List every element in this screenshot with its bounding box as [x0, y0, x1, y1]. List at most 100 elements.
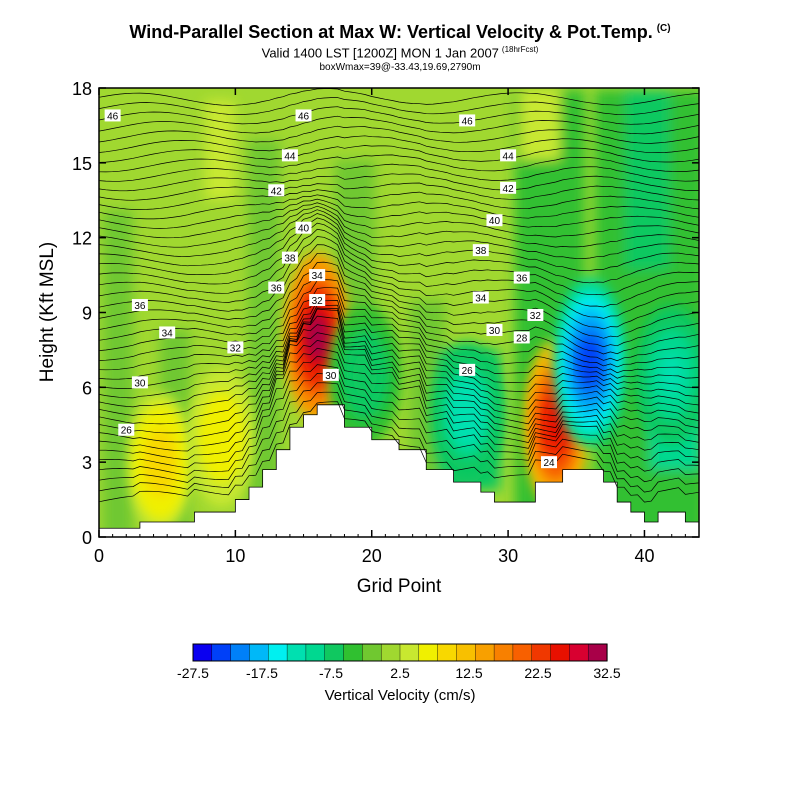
y-tick-label: 9	[82, 304, 92, 324]
colorbar-swatch	[569, 643, 589, 662]
colorbar-swatch	[324, 643, 345, 662]
label-text: 40	[489, 216, 501, 227]
y-tick-label: 18	[72, 79, 92, 99]
theta-contour-label: 36	[131, 299, 148, 312]
label-text: 26	[462, 366, 474, 377]
w-contour-fill	[305, 312, 329, 363]
theta-contour	[99, 198, 699, 229]
colorbar-swatch	[531, 643, 552, 662]
w-field	[99, 88, 699, 537]
label-bg	[281, 251, 298, 264]
label-text: 40	[298, 224, 310, 235]
theta-contour	[99, 106, 699, 125]
theta-contour-label: 40	[486, 214, 503, 227]
theta-contour-label: 34	[159, 326, 176, 339]
label-bg	[104, 109, 121, 122]
theta-contour	[99, 294, 699, 374]
label-text: 34	[162, 328, 174, 339]
w-contour-fill	[659, 352, 684, 397]
label-bg	[309, 294, 326, 307]
theta-contour	[99, 347, 699, 452]
label-bg	[118, 423, 135, 436]
label-bg	[486, 214, 503, 227]
colorbar-swatch	[380, 643, 401, 662]
theta-contour	[99, 145, 699, 163]
theta-contour	[99, 209, 699, 259]
colorbar-swatch	[399, 643, 420, 662]
theta-contour	[99, 373, 699, 476]
colorbar-frame	[192, 643, 608, 662]
chart-title: Wind-Parallel Section at Max W: Vertical…	[129, 22, 671, 42]
theta-contour-label: 46	[459, 114, 476, 127]
colorbar-tick-label: 22.5	[524, 665, 551, 681]
w-contour-fill	[149, 440, 172, 485]
theta-contour	[99, 304, 699, 389]
label-bg	[500, 181, 517, 194]
colorbar-swatch	[362, 643, 382, 662]
chart-subtitle: Valid 1400 LST [1200Z] MON 1 Jan 2007 (18…	[261, 45, 539, 61]
colorbar-swatch	[343, 643, 363, 662]
colorbar: -27.5 -17.5 -7.5 2.5 12.5 22.5 32.5	[177, 643, 621, 681]
y-tick-label: 6	[82, 378, 92, 398]
theta-contour-label: 40	[295, 221, 312, 235]
label-text: 34	[312, 271, 324, 282]
colorbar-label: Vertical Velocity (cm/s)	[325, 687, 476, 704]
label-text: 46	[298, 111, 310, 122]
theta-contour	[99, 115, 699, 135]
theta-contour	[99, 401, 699, 503]
label-text: 38	[284, 254, 296, 265]
x-tick-label: 0	[94, 546, 104, 566]
y-tick-label: 3	[82, 453, 92, 473]
colorbar-swatch	[493, 643, 514, 662]
theta-contour	[99, 97, 699, 116]
colorbar-swatch	[211, 643, 232, 662]
label-bg	[472, 291, 489, 304]
theta-contour-label: 34	[472, 291, 489, 305]
colorbar-swatch	[249, 643, 269, 662]
label-bg	[541, 456, 557, 469]
theta-contour	[99, 270, 699, 355]
x-axis-title: Grid Point	[357, 576, 442, 597]
theta-contour	[99, 308, 699, 408]
label-text: 24	[543, 458, 555, 469]
label-bg	[527, 308, 544, 321]
theta-contour	[99, 154, 699, 173]
theta-contour-label: 36	[513, 271, 530, 285]
label-text: 42	[503, 184, 515, 195]
theta-contour-label: 42	[268, 184, 285, 197]
theta-contour	[99, 173, 699, 192]
y-tick-label: 15	[72, 154, 92, 174]
colorbar-tick-label: -17.5	[246, 665, 278, 681]
theta-contour	[99, 287, 699, 368]
label-bg	[459, 363, 476, 376]
theta-contour	[99, 332, 699, 434]
label-bg	[309, 269, 326, 282]
theta-contour	[99, 202, 699, 239]
label-bg	[472, 244, 489, 257]
theta-contour-label: 44	[281, 149, 298, 162]
label-text: 32	[312, 296, 324, 307]
x-tick-label: 40	[634, 546, 654, 566]
label-bg	[322, 368, 339, 381]
theta-contour	[99, 261, 699, 348]
theta-contour	[99, 194, 699, 220]
colorbar-swatch	[512, 643, 533, 662]
colorbar-swatch	[286, 643, 307, 662]
terrain-mask	[99, 404, 699, 537]
label-bg	[131, 299, 148, 312]
theta-contour-label: 46	[295, 109, 312, 122]
colorbar-swatch	[305, 643, 326, 662]
theta-contour	[99, 125, 699, 144]
label-bg	[500, 149, 517, 162]
theta-contour	[99, 340, 699, 443]
theta-contour	[99, 217, 699, 284]
theta-contour	[99, 222, 699, 296]
theta-contour	[99, 300, 699, 380]
x-tick-label: 20	[362, 546, 382, 566]
theta-contour	[99, 163, 699, 182]
y-tick-label: 0	[82, 528, 92, 548]
chart-box-info: boxWmax=39@-33.43,19.69,2790m	[319, 62, 481, 73]
colorbar-swatch	[456, 643, 476, 662]
colorbar-swatch	[192, 643, 213, 662]
